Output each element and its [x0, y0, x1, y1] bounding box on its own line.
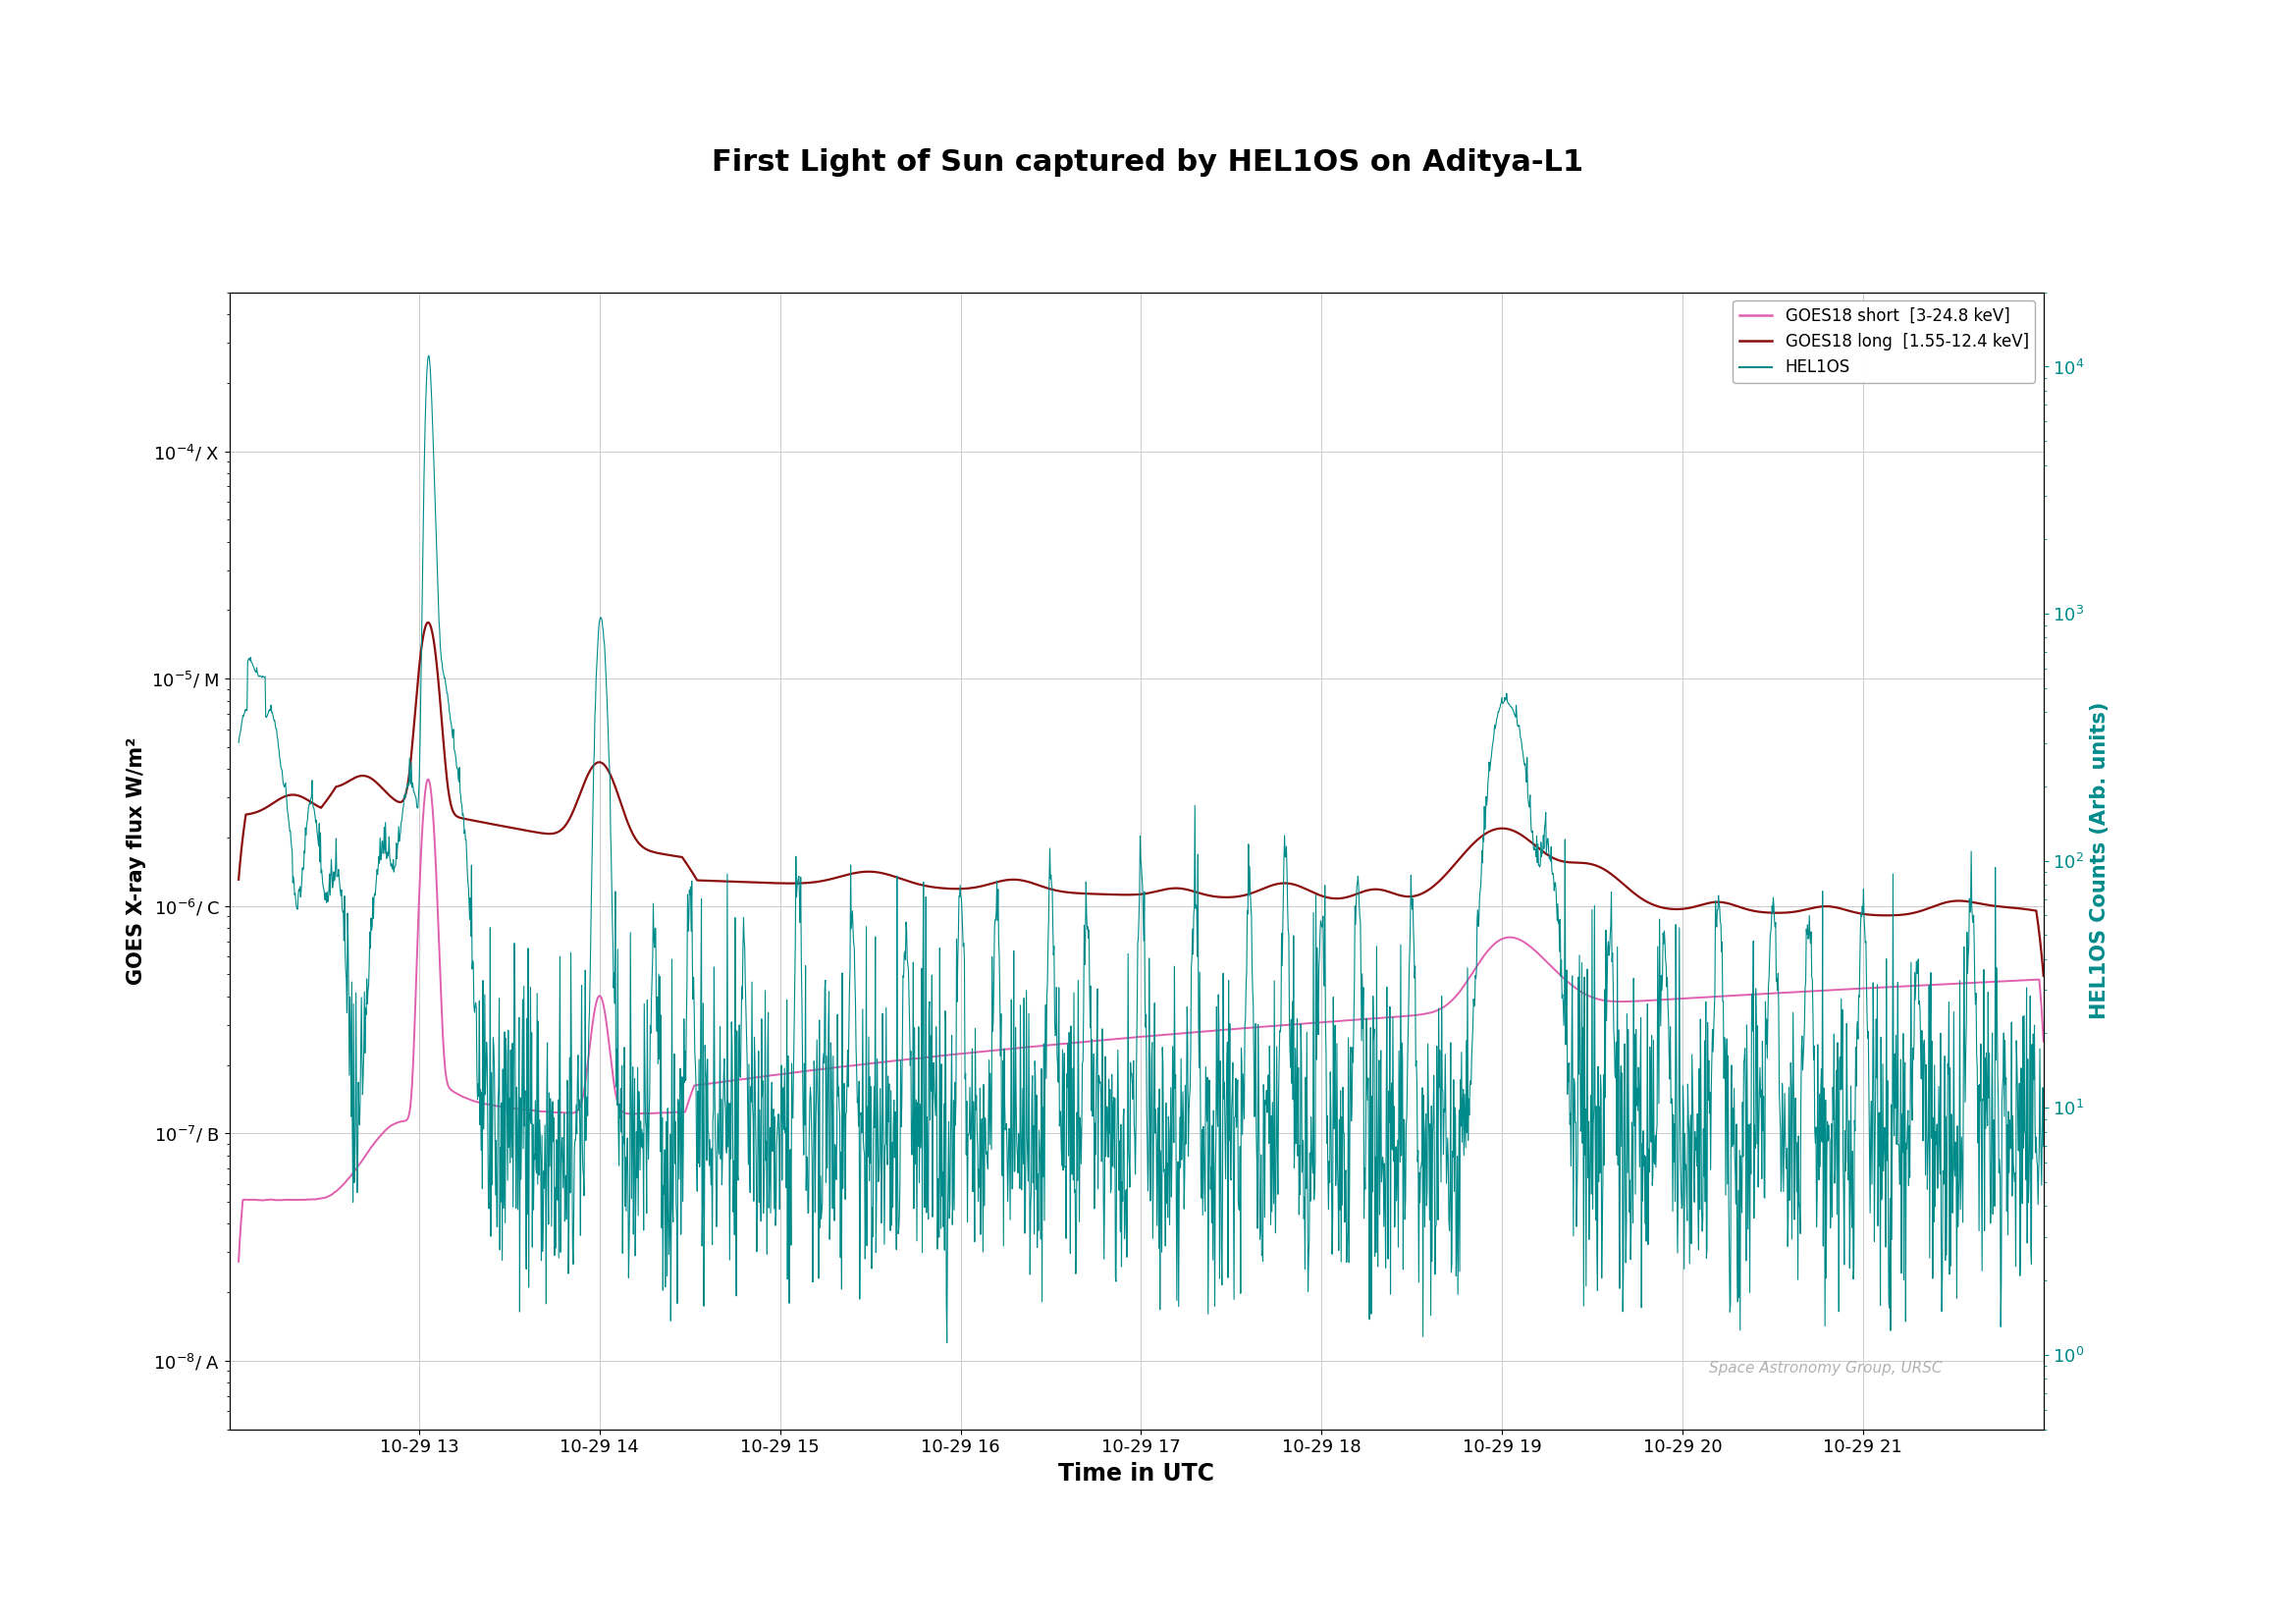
X-axis label: Time in UTC: Time in UTC: [1058, 1462, 1215, 1486]
Text: Space Astronomy Group, URSC: Space Astronomy Group, URSC: [1708, 1361, 1942, 1376]
Y-axis label: GOES X-ray flux W/m²: GOES X-ray flux W/m²: [126, 737, 147, 984]
Text: First Light of Sun captured by HEL1OS on Aditya-L1: First Light of Sun captured by HEL1OS on…: [712, 148, 1584, 177]
Legend: GOES18 short  [3-24.8 keV], GOES18 long  [1.55-12.4 keV], HEL1OS: GOES18 short [3-24.8 keV], GOES18 long […: [1733, 300, 2034, 383]
Y-axis label: HEL1OS Counts (Arb. units): HEL1OS Counts (Arb. units): [2089, 702, 2110, 1020]
